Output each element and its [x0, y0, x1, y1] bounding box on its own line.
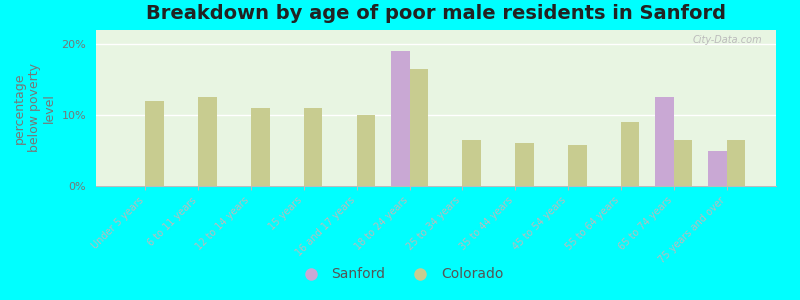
Bar [708, 151, 726, 186]
Bar [674, 140, 692, 186]
Y-axis label: percentage
below poverty
level: percentage below poverty level [13, 64, 56, 152]
Text: City-Data.com: City-Data.com [693, 35, 762, 45]
Bar [391, 51, 410, 186]
Bar [568, 145, 586, 186]
Bar [462, 140, 481, 186]
Bar [515, 143, 534, 186]
Title: Breakdown by age of poor male residents in Sanford: Breakdown by age of poor male residents … [146, 4, 726, 23]
Bar [304, 108, 322, 186]
Legend: Sanford, Colorado: Sanford, Colorado [291, 262, 509, 287]
Bar [726, 140, 745, 186]
Bar [198, 98, 217, 186]
Bar [146, 101, 164, 186]
Bar [357, 115, 375, 186]
Bar [251, 108, 270, 186]
Bar [655, 98, 674, 186]
Bar [410, 69, 428, 186]
Bar [621, 122, 639, 186]
